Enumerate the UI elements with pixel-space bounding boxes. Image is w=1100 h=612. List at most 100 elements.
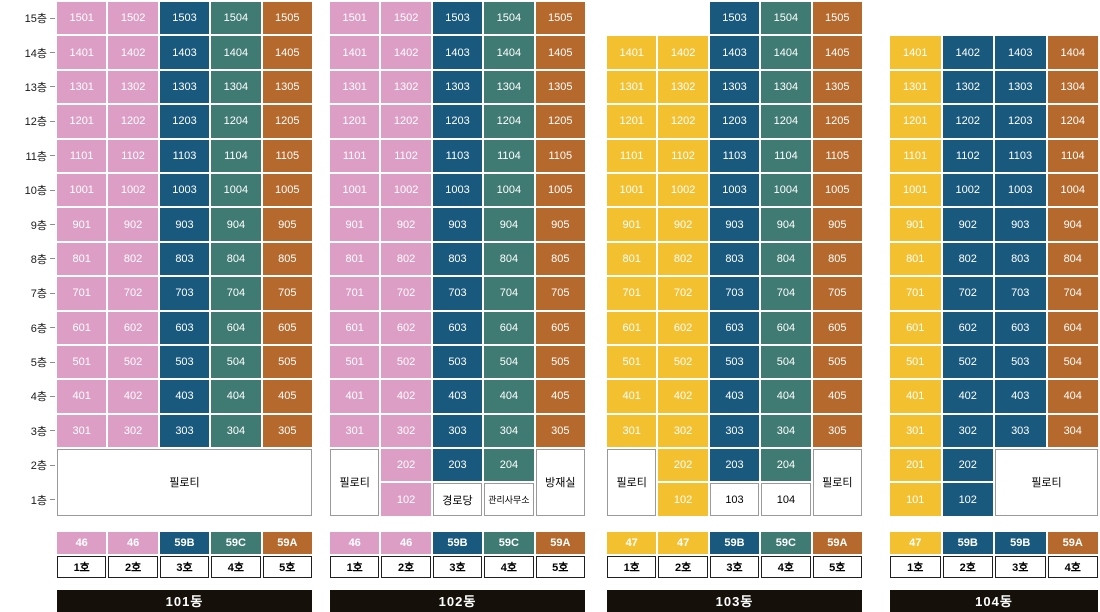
unit-cell: 1501 [330, 2, 380, 35]
unit-cell: 203 [709, 449, 760, 482]
facility-cell: 필로티 [57, 449, 312, 516]
unit-cell: 1504 [211, 2, 261, 35]
unit-type-cell: 59B [432, 531, 483, 554]
unit-cell: 1102 [658, 139, 708, 172]
unit-cell: 602 [381, 311, 431, 344]
unit-cell: 202 [658, 449, 708, 482]
unit-cell: 303 [159, 414, 210, 448]
unit-cell: 1005 [535, 173, 585, 207]
unit-cell: 505 [535, 345, 585, 379]
line-number-cell: 3호 [995, 555, 1046, 578]
floor-row: 10층 [0, 174, 55, 206]
unit-cell: 1502 [381, 2, 431, 35]
unit-cell: 702 [108, 277, 158, 310]
unit-cell: 1105 [812, 139, 862, 172]
unit-cell: 803 [995, 242, 1046, 276]
building-name-bar-102: 102동 [330, 589, 585, 612]
floor-row: 8층 [0, 243, 55, 275]
unit-cell: 1303 [995, 70, 1046, 104]
unit-cell: 1004 [761, 173, 811, 207]
unit-cell: 1103 [159, 139, 210, 172]
floor-tick [50, 395, 55, 397]
unit-cell: 405 [812, 380, 862, 413]
unit-cell: 602 [658, 311, 708, 344]
floor-axis: 15층 14층 13층 12층 11층 10층 9층 8층 7층 6층 5층 4층 3층 2층 1층 [0, 2, 55, 518]
building-104: 1401 1402 1403 1404 1301 1302 1303 1304 1201 1202… [890, 2, 1098, 612]
unit-cell: 1301 [57, 70, 107, 104]
unit-cell: 603 [159, 311, 210, 344]
unit-cell: 701 [57, 277, 107, 310]
unit-cell: 902 [658, 208, 708, 241]
unit-cell: 1303 [432, 70, 483, 104]
unit-cell: 503 [995, 345, 1046, 379]
unit-cell: 1003 [709, 173, 760, 207]
unit-cell: 1005 [812, 173, 862, 207]
unit-cell: 304 [484, 414, 534, 448]
unit-cell: 1001 [330, 173, 380, 207]
floor-row: 11층 [0, 140, 55, 172]
unit-cell: 804 [1047, 242, 1098, 276]
unit-cell: 501 [330, 345, 380, 379]
floor-tick [50, 189, 55, 191]
unit-cell: 1201 [890, 105, 941, 138]
unit-cell: 903 [159, 208, 210, 241]
unit-cell: 401 [330, 380, 380, 413]
unit-cell: 201 [890, 449, 941, 482]
unit-cell: 1504 [484, 2, 534, 35]
unit-cell: 1203 [995, 105, 1046, 138]
floor-label: 15층 [24, 13, 47, 26]
unit-type-cell: 59A [812, 531, 862, 554]
unit-cell: 1104 [1047, 139, 1098, 172]
unit-type-cell: 59B [159, 531, 210, 554]
unit-cell: 1505 [535, 2, 585, 35]
unit-cell: 402 [942, 380, 993, 413]
unit-cell: 405 [535, 380, 585, 413]
unit-cell: 604 [484, 311, 534, 344]
line-number-cell: 1호 [57, 555, 107, 578]
unit-cell: 1004 [211, 173, 261, 207]
unit-cell: 605 [262, 311, 312, 344]
unit-cell: 1104 [761, 139, 811, 172]
unit-cell: 1003 [159, 173, 210, 207]
unit-cell: 602 [942, 311, 993, 344]
line-number-cell: 3호 [709, 555, 760, 578]
unit-cell: 1002 [381, 173, 431, 207]
unit-cell: 801 [607, 242, 657, 276]
unit-grid-101: 1501 1502 1503 1504 1505 1401 1402 1403 1404 1405… [57, 2, 312, 516]
building-101: 1501 1502 1503 1504 1505 1401 1402 1403 1404 1405… [57, 2, 312, 612]
unit-cell: 1404 [761, 36, 811, 69]
unit-cell: 1405 [812, 36, 862, 69]
unit-cell: 603 [995, 311, 1046, 344]
unit-cell: 1304 [211, 70, 261, 104]
unit-cell: 803 [709, 242, 760, 276]
unit-cell: 502 [108, 345, 158, 379]
unit-cell: 501 [890, 345, 941, 379]
unit-cell: 1105 [262, 139, 312, 172]
unit-cell: 703 [995, 277, 1046, 310]
unit-type-cell: 59C [484, 531, 534, 554]
unit-cell: 904 [484, 208, 534, 241]
unit-cell: 1003 [995, 173, 1046, 207]
unit-cell: 503 [709, 345, 760, 379]
unit-type-cell: 59B [995, 531, 1046, 554]
floor-label: 9층 [30, 219, 47, 232]
floor-tick [50, 499, 55, 501]
type-bar-104: 47 59B 59B 59A 1호 2호 3호 4호 [890, 531, 1098, 578]
unit-cell: 504 [761, 345, 811, 379]
unit-cell: 901 [330, 208, 380, 241]
unit-cell: 604 [1047, 311, 1098, 344]
floor-row: 14층 [0, 36, 55, 68]
unit-cell: 301 [330, 414, 380, 448]
unit-type-cell: 59A [535, 531, 585, 554]
facility-cell: 필로티 [995, 449, 1098, 516]
unit-cell: 1201 [330, 105, 380, 138]
unit-cell: 1504 [761, 2, 811, 35]
unit-type-cell: 59A [262, 531, 312, 554]
unit-cell: 804 [211, 242, 261, 276]
unit-cell: 402 [381, 380, 431, 413]
unit-cell: 1505 [262, 2, 312, 35]
unit-cell: 203 [432, 449, 483, 482]
unit-cell: 1302 [658, 70, 708, 104]
unit-cell: 1305 [262, 70, 312, 104]
unit-cell: 1404 [211, 36, 261, 69]
